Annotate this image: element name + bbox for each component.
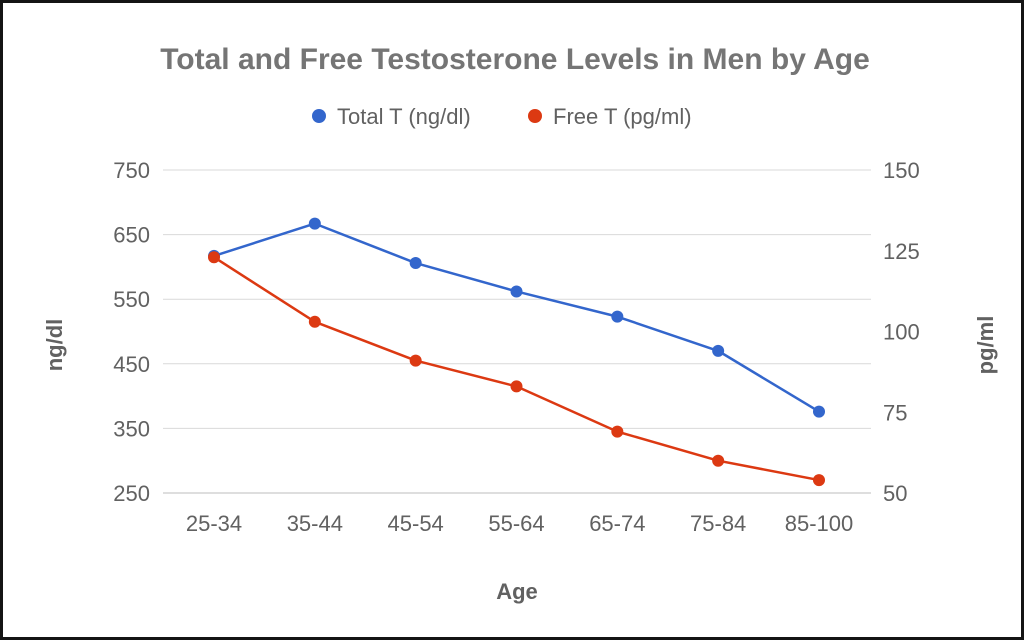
- x-tick-label: 45-54: [388, 511, 444, 536]
- x-tick-label: 75-84: [690, 511, 746, 536]
- y-axis-title-left: ng/dl: [42, 319, 67, 372]
- legend-label-free-t: Free T (pg/ml): [553, 104, 692, 129]
- data-point: [510, 285, 523, 298]
- y-axis-title-right: pg/ml: [973, 316, 998, 375]
- left-tick-label: 350: [113, 416, 150, 441]
- x-tick-label: 25-34: [186, 511, 242, 536]
- data-point: [409, 354, 422, 367]
- left-tick-label: 650: [113, 223, 150, 248]
- x-tick-label: 35-44: [287, 511, 343, 536]
- data-point: [813, 474, 825, 487]
- data-point: [510, 380, 523, 393]
- left-axis-ticks: 250 350 450 550 650 750: [113, 158, 150, 506]
- x-tick-label: 55-64: [488, 511, 544, 536]
- x-axis-ticks: 25-34 35-44 45-54 55-64 65-74 75-84 85-100: [186, 511, 853, 536]
- data-point: [712, 454, 725, 467]
- data-point: [813, 405, 825, 418]
- left-tick-label: 550: [113, 287, 150, 312]
- data-point: [611, 425, 624, 438]
- legend-marker-free-t: [528, 109, 542, 123]
- right-axis-ticks: 50 75 100 125 150: [883, 158, 920, 506]
- data-point: [208, 251, 220, 264]
- right-tick-label: 100: [883, 320, 920, 345]
- right-tick-label: 125: [883, 239, 920, 264]
- gridlines: [163, 169, 871, 494]
- legend: Total T (ng/dl) Free T (pg/ml): [312, 104, 692, 129]
- right-tick-label: 150: [883, 158, 920, 183]
- data-point: [308, 315, 321, 328]
- chart-svg: Total and Free Testosterone Levels in Me…: [42, 43, 998, 604]
- x-tick-label: 85-100: [785, 511, 854, 536]
- data-point: [611, 310, 624, 323]
- legend-label-total-t: Total T (ng/dl): [337, 104, 471, 129]
- left-tick-label: 750: [113, 158, 150, 183]
- chart-title: Total and Free Testosterone Levels in Me…: [160, 43, 870, 76]
- left-tick-label: 250: [113, 481, 150, 506]
- right-tick-label: 50: [883, 481, 907, 506]
- data-point: [409, 257, 422, 270]
- legend-marker-total-t: [312, 109, 326, 123]
- left-tick-label: 450: [113, 352, 150, 377]
- right-tick-label: 75: [883, 400, 907, 425]
- series-layer: [208, 217, 825, 487]
- x-tick-label: 65-74: [589, 511, 645, 536]
- data-point: [712, 344, 725, 357]
- x-axis-title: Age: [496, 579, 538, 604]
- data-point: [308, 217, 321, 230]
